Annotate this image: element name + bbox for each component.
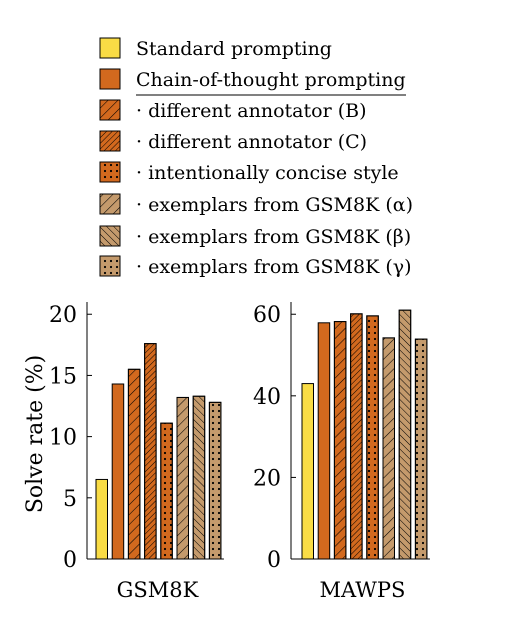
y-tick-label: 10 (49, 426, 77, 451)
legend-swatch-pattern (99, 193, 121, 215)
legend-label: · exemplars from GSM8K (α) (136, 194, 413, 216)
y-tick-label: 20 (253, 466, 281, 491)
legend-label: · intentionally concise style (136, 162, 399, 184)
legend-swatch-pattern (99, 130, 121, 152)
legend-label: · different annotator (C) (136, 131, 367, 153)
bar-pattern (160, 422, 173, 560)
bar-pattern (382, 337, 395, 560)
bar-pattern (176, 396, 189, 560)
y-tick-label: 20 (49, 303, 77, 328)
legend-swatch-pattern (99, 225, 121, 247)
legend-label: · different annotator (B) (136, 100, 367, 122)
panel-label: MAWPS (319, 578, 405, 602)
panel-gsm8k: 0 5 10 15 20 GSM8K (49, 302, 224, 602)
panel-mawps: 0 20 40 60 MAWPS (253, 302, 430, 602)
y-tick-label: 5 (63, 487, 77, 512)
bar (111, 383, 125, 560)
legend-swatch (99, 68, 121, 90)
legend-item: Chain-of-thought prompting (99, 68, 406, 91)
legend-item: · intentionally concise style (99, 161, 399, 184)
legend-item: · different annotator (B) (99, 99, 367, 122)
bar-pattern (192, 395, 206, 560)
legend-item: · exemplars from GSM8K (α) (99, 193, 413, 216)
legend-swatch-pattern (99, 255, 121, 277)
y-tick-label: 0 (63, 548, 77, 573)
legend-item: Standard prompting (99, 37, 332, 60)
legend-swatch (99, 37, 121, 59)
panel-label: GSM8K (117, 578, 199, 602)
bar (317, 322, 331, 560)
bar-pattern (366, 315, 379, 560)
bar-pattern (127, 368, 141, 560)
legend-label: · exemplars from GSM8K (β) (136, 226, 411, 248)
y-tick-label: 40 (253, 385, 281, 410)
y-tick-label: 60 (253, 303, 281, 328)
legend-label: Chain-of-thought prompting (136, 69, 406, 91)
bar (301, 383, 314, 560)
legend-swatch-pattern (99, 161, 121, 183)
legend: Standard prompting Chain-of-thought prom… (99, 37, 413, 278)
y-tick-label: 0 (267, 548, 281, 573)
legend-swatch-pattern (99, 99, 121, 121)
bar-pattern (350, 313, 363, 560)
y-tick-label: 15 (49, 364, 77, 389)
bar-pattern (414, 338, 428, 560)
legend-item: · exemplars from GSM8K (γ) (99, 255, 412, 278)
bar-pattern (398, 309, 412, 560)
bar-pattern (144, 343, 157, 560)
y-axis-title: Solve rate (%) (23, 355, 48, 513)
legend-item: · exemplars from GSM8K (β) (99, 225, 411, 248)
legend-label: Standard prompting (136, 38, 332, 60)
bar (95, 478, 108, 560)
legend-item: · different annotator (C) (99, 130, 367, 153)
bar-pattern (333, 321, 347, 560)
bar-pattern (208, 401, 222, 560)
legend-label: · exemplars from GSM8K (γ) (136, 256, 412, 278)
